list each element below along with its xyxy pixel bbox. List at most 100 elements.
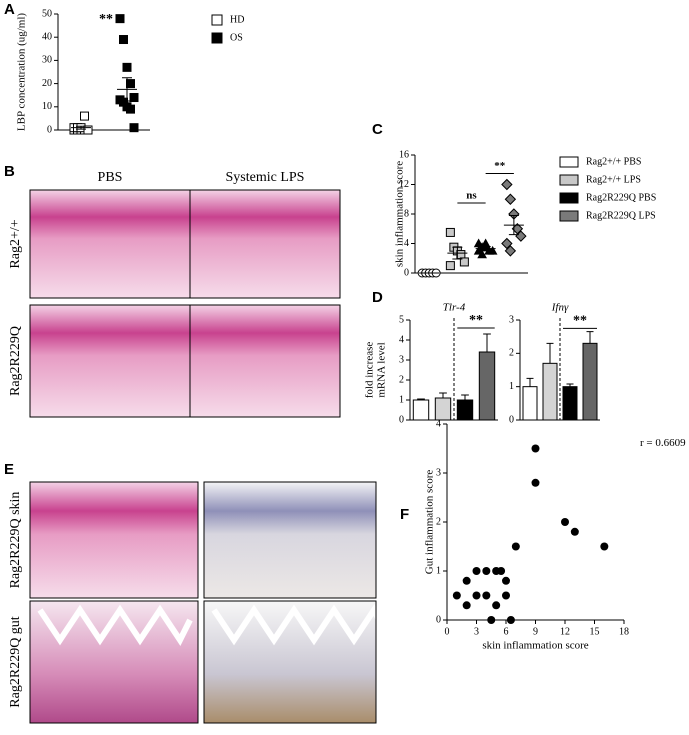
error-bar xyxy=(452,246,463,260)
legend-swatch xyxy=(559,174,579,186)
legend-swatch xyxy=(211,14,223,26)
y-tick-label: 50 xyxy=(42,8,52,19)
point xyxy=(80,111,89,121)
y-tick-label: 3 xyxy=(436,467,441,478)
image xyxy=(30,190,190,298)
point xyxy=(462,601,471,610)
frame xyxy=(29,481,199,599)
y-axis-label: fold increase xyxy=(364,342,376,399)
legend-swatch xyxy=(559,192,579,204)
y-tick-label: 40 xyxy=(42,31,52,42)
chart-title: Tlr-4 xyxy=(443,302,466,314)
y-tick-label: 0 xyxy=(436,614,441,625)
annotation: ** xyxy=(99,12,113,27)
legend-label: Rag2+/+ LPS xyxy=(586,174,641,185)
x-tick-label: 12 xyxy=(560,626,570,637)
column-label: Systemic LPS xyxy=(226,170,305,185)
image xyxy=(190,305,340,417)
point xyxy=(462,576,471,585)
point xyxy=(531,478,540,487)
y-tick-label: 12 xyxy=(399,179,409,190)
y-tick-label: 16 xyxy=(399,149,409,160)
annotation: ** xyxy=(494,160,506,172)
frame xyxy=(203,481,377,599)
point xyxy=(459,257,469,267)
point xyxy=(502,591,510,600)
y-tick-label: 3 xyxy=(399,354,404,365)
error-bar xyxy=(483,333,491,352)
point xyxy=(445,261,455,271)
bar xyxy=(478,351,496,421)
bar xyxy=(412,399,430,421)
y-tick-label: 4 xyxy=(399,334,404,345)
y-tick-label: 4 xyxy=(436,418,441,429)
x-tick-label: 6 xyxy=(504,626,509,637)
y-tick-label: 3 xyxy=(509,314,514,325)
image xyxy=(204,482,376,598)
y-tick-label: 1 xyxy=(399,394,404,405)
point xyxy=(501,237,513,250)
y-axis-label: LBP concentration (ug/ml) xyxy=(16,13,28,131)
histology xyxy=(29,189,387,724)
point xyxy=(487,616,496,624)
panel-label: E xyxy=(4,461,14,478)
y-tick-label: 10 xyxy=(42,101,52,112)
y-axis-label: Gut inflammation score xyxy=(424,470,436,575)
bar xyxy=(456,399,474,421)
annotation: ns xyxy=(466,189,477,201)
frame xyxy=(189,304,341,418)
point xyxy=(561,518,569,526)
point xyxy=(570,527,579,536)
error-bar xyxy=(546,342,554,364)
error-bar xyxy=(122,77,132,102)
point xyxy=(119,35,128,45)
panel-label: D xyxy=(372,289,383,306)
point xyxy=(492,601,501,610)
image xyxy=(30,305,190,417)
y-axis-label: skin inflammation score xyxy=(394,161,406,267)
point xyxy=(472,567,481,575)
frame xyxy=(203,600,377,724)
point xyxy=(497,567,506,575)
point xyxy=(445,227,455,237)
bar xyxy=(562,386,578,421)
bar xyxy=(542,362,558,421)
point xyxy=(126,79,135,89)
point xyxy=(83,125,93,135)
panel-label: B xyxy=(4,163,15,180)
x-tick-label: 3 xyxy=(474,626,479,637)
annotation: ** xyxy=(469,313,483,328)
point xyxy=(501,178,513,191)
point xyxy=(531,444,540,453)
y-tick-label: 1 xyxy=(436,565,441,576)
point xyxy=(600,542,609,551)
legend-label: OS xyxy=(230,32,243,43)
y-tick-label: 4 xyxy=(404,238,409,249)
row-label: Rag2+/+ xyxy=(8,219,23,268)
y-tick-label: 0 xyxy=(404,267,409,278)
error-bar xyxy=(508,214,519,236)
point xyxy=(482,567,491,575)
point xyxy=(456,250,466,260)
y-tick-label: 0 xyxy=(399,414,404,425)
legend-label: Rag2R229Q LPS xyxy=(586,210,656,221)
legend-label: HD xyxy=(230,14,244,25)
frame xyxy=(189,189,341,299)
point xyxy=(129,93,139,103)
y-tick-label: 0 xyxy=(509,414,514,425)
chart-title: Ifnγ xyxy=(551,302,569,314)
y-tick-label: 2 xyxy=(399,374,404,385)
y-tick-label: 2 xyxy=(509,348,514,359)
error-bar xyxy=(586,331,594,344)
y-tick-label: 20 xyxy=(42,78,52,89)
y-tick-label: 1 xyxy=(509,381,514,392)
y-tick-label: 0 xyxy=(47,124,52,135)
panel-label: F xyxy=(400,506,409,523)
point xyxy=(452,591,461,600)
point xyxy=(504,193,517,205)
error-bar xyxy=(480,245,491,252)
point xyxy=(504,245,517,257)
error-bar xyxy=(439,392,447,398)
x-tick-label: 0 xyxy=(445,626,450,637)
